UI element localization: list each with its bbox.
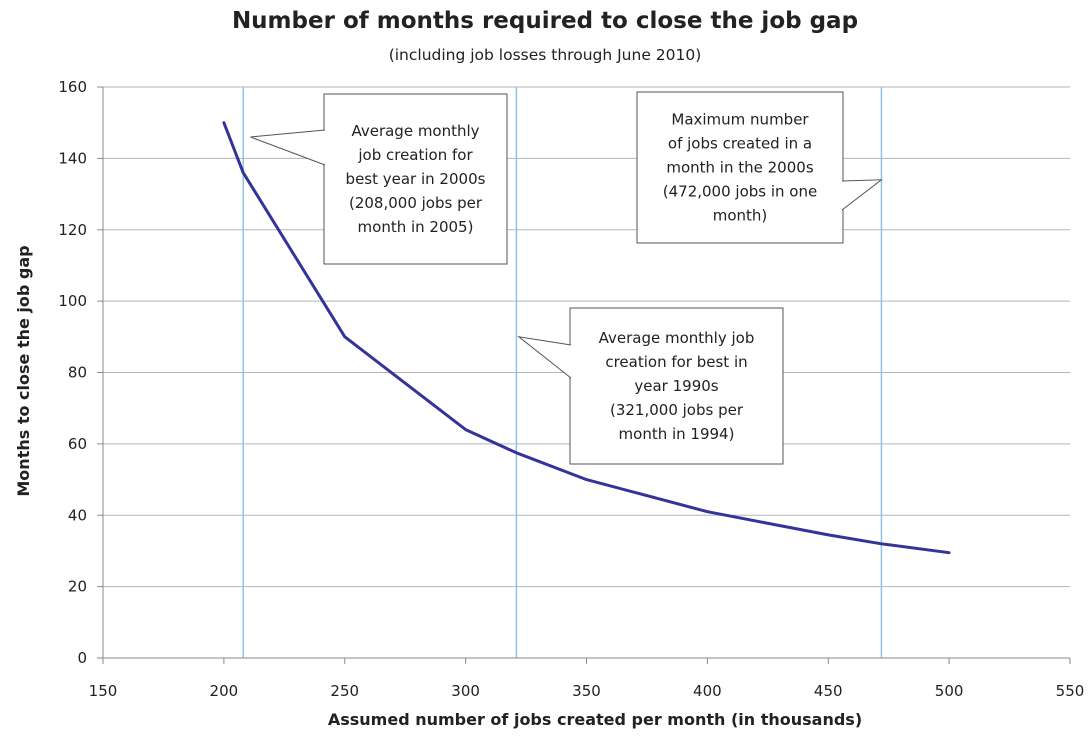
y-tick-label: 100 — [58, 292, 87, 310]
chart-title: Number of months required to close the j… — [232, 8, 858, 34]
callout-text-line: Average monthly — [351, 122, 479, 140]
data-series — [222, 121, 951, 555]
callout-pointer — [841, 179, 883, 211]
callout: Average monthly job creation for best in y… — [517, 307, 784, 465]
y-tick-label: 40 — [68, 506, 87, 524]
callout: Maximum number of jobs created in a month … — [636, 91, 883, 244]
callout-text-line: month in 1994) — [619, 425, 735, 443]
callout-text-line: creation for best in — [605, 353, 747, 371]
callout-pointer — [250, 129, 326, 166]
y-axis-label: Months to close the job gap — [14, 245, 33, 496]
callout-text-line: (472,000 jobs in one — [663, 183, 817, 201]
x-tick-label: 450 — [814, 682, 843, 700]
x-tick-label: 500 — [935, 682, 964, 700]
y-tick-label: 140 — [58, 149, 87, 167]
chart-subtitle: (including job losses through June 2010) — [389, 46, 702, 64]
callout-text-line: (208,000 jobs per — [349, 194, 483, 212]
callout-text-line: year 1990s — [634, 377, 718, 395]
callout-text-line: month in 2005) — [358, 218, 474, 236]
callout-text-line: Average monthly job — [599, 329, 755, 347]
y-tick-label: 20 — [68, 578, 87, 596]
x-tick-label: 150 — [89, 682, 118, 700]
x-tick-label: 250 — [330, 682, 359, 700]
x-tick-label: 400 — [693, 682, 722, 700]
callout-text-line: Maximum number — [671, 111, 809, 129]
callout-text-line: month) — [713, 207, 768, 225]
callouts: Average monthly job creation for best year… — [250, 91, 883, 465]
axes: 0 20 40 60 80 100 120 140 160 150 200 250 300 350 400 4… — [58, 78, 1084, 700]
series-line — [222, 121, 951, 555]
callout-text-line: best year in 2000s — [346, 170, 486, 188]
callout: Average monthly job creation for best year… — [250, 93, 508, 265]
y-tick-label: 0 — [77, 649, 87, 667]
y-tick-label: 60 — [68, 435, 87, 453]
callout-text-line: job creation for — [357, 146, 473, 164]
callout-text-line: (321,000 jobs per — [610, 401, 744, 419]
y-tick-label: 80 — [68, 364, 87, 382]
reference-lines — [242, 87, 883, 658]
callout-pointer-fill — [250, 130, 325, 165]
callout-text-line: of jobs created in a — [668, 135, 812, 153]
callout-box — [323, 93, 508, 265]
x-tick-label: 550 — [1056, 682, 1085, 700]
callout-box — [636, 91, 844, 244]
callout-box — [569, 307, 784, 465]
callout-pointer — [517, 336, 572, 379]
x-tick-label: 350 — [572, 682, 601, 700]
x-tick-label: 300 — [451, 682, 480, 700]
x-tick-label: 200 — [210, 682, 239, 700]
callout-text-line: month in the 2000s — [666, 159, 813, 177]
y-tick-label: 160 — [58, 78, 87, 96]
x-axis-label: Assumed number of jobs created per month… — [328, 710, 862, 729]
y-tick-label: 120 — [58, 221, 87, 239]
